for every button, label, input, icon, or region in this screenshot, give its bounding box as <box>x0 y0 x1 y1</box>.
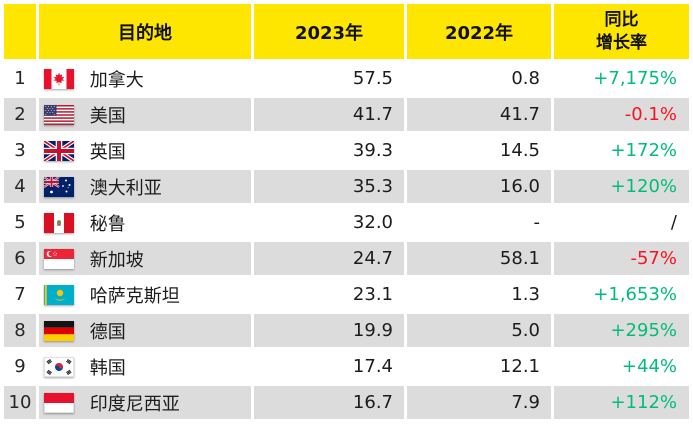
destination-cell: 加拿大 <box>39 62 251 95</box>
germany-flag-icon <box>44 320 74 341</box>
rank-cell: 4 <box>4 170 36 203</box>
destination-label: 韩国 <box>89 357 126 379</box>
table-row: 2 美国 41.7 41.7 -0.1% <box>4 98 689 131</box>
header-destination: 目的地 <box>39 4 251 59</box>
rank-cell: 6 <box>4 242 36 275</box>
rank-cell: 7 <box>4 278 36 311</box>
growth-cell: +120% <box>554 170 689 203</box>
value-2022-cell: 7.9 <box>407 386 551 419</box>
value-2022-cell: 41.7 <box>407 98 551 131</box>
rank-cell: 3 <box>4 134 36 167</box>
value-2023-cell: 17.4 <box>254 350 404 383</box>
growth-cell: +44% <box>554 350 689 383</box>
value-2023-cell: 35.3 <box>254 170 404 203</box>
destination-label: 英国 <box>89 141 126 163</box>
value-2023-cell: 24.7 <box>254 242 404 275</box>
header-row: 目的地 2023年 2022年 同比 增长率 <box>4 4 689 59</box>
value-2023-cell: 57.5 <box>254 62 404 95</box>
rank-cell: 5 <box>4 206 36 239</box>
destination-label: 印度尼西亚 <box>89 393 180 415</box>
destination-cell: 德国 <box>39 314 251 347</box>
table-row: 5 秘鲁 32.0 - / <box>4 206 689 239</box>
value-2022-cell: 0.8 <box>407 62 551 95</box>
destination-label: 新加坡 <box>89 249 144 271</box>
south-korea-flag-icon <box>44 356 74 377</box>
destination-cell: 澳大利亚 <box>39 170 251 203</box>
rank-cell: 8 <box>4 314 36 347</box>
destination-label: 美国 <box>89 105 126 127</box>
growth-cell: +172% <box>554 134 689 167</box>
destination-cell: 哈萨克斯坦 <box>39 278 251 311</box>
growth-cell: +1,653% <box>554 278 689 311</box>
destination-cell: 美国 <box>39 98 251 131</box>
table-row: 6 新加坡 24.7 58.1 -57% <box>4 242 689 275</box>
destination-cell: 印度尼西亚 <box>39 386 251 419</box>
value-2023-cell: 39.3 <box>254 134 404 167</box>
destination-label: 哈萨克斯坦 <box>89 285 180 307</box>
value-2022-cell: 5.0 <box>407 314 551 347</box>
growth-cell: +295% <box>554 314 689 347</box>
growth-cell: +112% <box>554 386 689 419</box>
growth-cell: / <box>554 206 689 239</box>
header-2023: 2023年 <box>254 4 404 59</box>
value-2022-cell: - <box>407 206 551 239</box>
usa-flag-icon <box>44 104 74 125</box>
value-2023-cell: 19.9 <box>254 314 404 347</box>
table-row: 9 韩国 17.4 12.1 +44 <box>4 350 689 383</box>
value-2022-cell: 12.1 <box>407 350 551 383</box>
growth-cell: +7,175% <box>554 62 689 95</box>
indonesia-flag-icon <box>44 392 74 413</box>
table-row: 8 德国 19.9 5.0 +295% <box>4 314 689 347</box>
table-row: 10 印度尼西亚 16.7 7.9 +112% <box>4 386 689 419</box>
table-row: 7 哈萨克斯坦 23.1 1.3 +1,653% <box>4 278 689 311</box>
ranking-table: 目的地 2023年 2022年 同比 增长率 1 加拿大 57.5 0.8 +7… <box>1 1 692 422</box>
value-2023-cell: 16.7 <box>254 386 404 419</box>
kazakhstan-flag-icon <box>44 284 74 305</box>
table-row: 4 澳大利亚 35.3 16.0 +120% <box>4 170 689 203</box>
destination-cell: 英国 <box>39 134 251 167</box>
table-row: 3 英国 39.3 14.5 +172% <box>4 134 689 167</box>
destination-cell: 秘鲁 <box>39 206 251 239</box>
australia-flag-icon <box>44 176 74 197</box>
rank-cell: 2 <box>4 98 36 131</box>
value-2022-cell: 16.0 <box>407 170 551 203</box>
destination-cell: 新加坡 <box>39 242 251 275</box>
value-2022-cell: 58.1 <box>407 242 551 275</box>
singapore-flag-icon <box>44 248 74 269</box>
rank-cell: 10 <box>4 386 36 419</box>
value-2022-cell: 14.5 <box>407 134 551 167</box>
header-2022: 2022年 <box>407 4 551 59</box>
value-2023-cell: 41.7 <box>254 98 404 131</box>
uk-flag-icon <box>44 140 74 161</box>
header-growth: 同比 增长率 <box>554 4 689 59</box>
growth-cell: -0.1% <box>554 98 689 131</box>
canada-flag-icon <box>44 68 74 89</box>
value-2023-cell: 23.1 <box>254 278 404 311</box>
peru-flag-icon <box>44 212 74 233</box>
growth-cell: -57% <box>554 242 689 275</box>
rank-cell: 9 <box>4 350 36 383</box>
destination-label: 德国 <box>89 321 126 343</box>
value-2023-cell: 32.0 <box>254 206 404 239</box>
destination-label: 加拿大 <box>89 69 144 91</box>
rank-cell: 1 <box>4 62 36 95</box>
header-rank <box>4 4 36 59</box>
destination-label: 澳大利亚 <box>89 177 162 199</box>
destination-cell: 韩国 <box>39 350 251 383</box>
destination-label: 秘鲁 <box>89 213 126 235</box>
value-2022-cell: 1.3 <box>407 278 551 311</box>
table-row: 1 加拿大 57.5 0.8 +7,175% <box>4 62 689 95</box>
